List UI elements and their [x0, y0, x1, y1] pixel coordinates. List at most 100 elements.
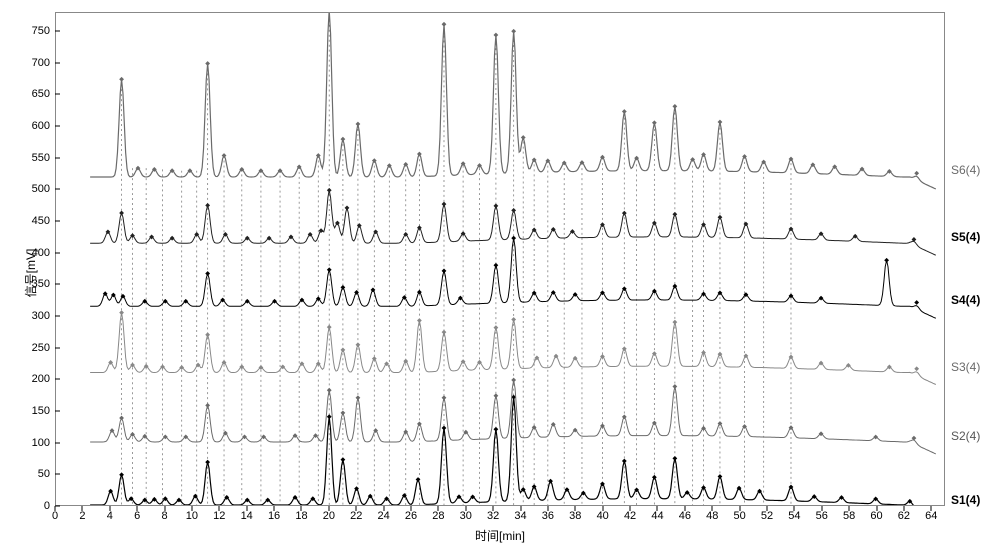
x-axis-title: 时间[min] [0, 527, 1000, 544]
x-tick-label: 0 [40, 510, 70, 522]
series-line [90, 313, 936, 385]
peak-marker [205, 203, 210, 208]
peak-marker [356, 342, 361, 347]
y-tick-label: 200 [10, 373, 50, 385]
y-tick-label: 700 [10, 57, 50, 69]
peak-marker [119, 472, 124, 477]
peak-marker [622, 109, 627, 114]
x-tick [684, 506, 685, 511]
x-tick [164, 506, 165, 511]
x-tick-label: 54 [779, 510, 809, 522]
x-tick-label: 64 [916, 510, 946, 522]
peak-marker [327, 267, 332, 272]
x-tick-label: 30 [451, 510, 481, 522]
peak-marker [354, 486, 359, 491]
peak-marker [718, 215, 723, 220]
x-tick [547, 506, 548, 511]
peak-marker [511, 208, 516, 213]
peak-marker [622, 459, 627, 464]
x-tick [465, 506, 466, 511]
x-tick [55, 506, 56, 511]
y-tick-label: 150 [10, 405, 50, 417]
y-tick [55, 379, 60, 380]
x-tick-label: 22 [341, 510, 371, 522]
x-tick-label: 4 [95, 510, 125, 522]
y-tick-label: 100 [10, 437, 50, 449]
y-tick-label: 400 [10, 247, 50, 259]
peak-marker [327, 188, 332, 193]
peak-marker [340, 285, 345, 290]
peak-marker [672, 456, 677, 461]
series-line [90, 397, 936, 505]
x-tick [876, 506, 877, 511]
x-tick [739, 506, 740, 511]
peak-marker [416, 477, 421, 482]
x-tick [438, 506, 439, 511]
x-tick-label: 6 [122, 510, 152, 522]
peak-marker [442, 395, 447, 400]
peak-marker [521, 135, 526, 140]
y-tick [55, 31, 60, 32]
x-tick [767, 506, 768, 511]
x-tick [493, 506, 494, 511]
peak-marker [340, 411, 345, 416]
peak-marker [340, 347, 345, 352]
peak-marker [356, 122, 361, 127]
peak-marker [356, 395, 361, 400]
x-tick-label: 62 [889, 510, 919, 522]
peak-marker [442, 330, 447, 335]
x-tick-label: 26 [396, 510, 426, 522]
peak-marker [718, 120, 723, 125]
peak-marker [442, 202, 447, 207]
peak-marker [327, 414, 332, 419]
x-tick [821, 506, 822, 511]
y-tick-label: 750 [10, 25, 50, 37]
peak-marker [205, 271, 210, 276]
peak-marker [205, 332, 210, 337]
x-tick-label: 8 [150, 510, 180, 522]
series-label: S4(4) [951, 293, 980, 307]
peak-marker [511, 378, 516, 383]
peak-marker [372, 158, 377, 163]
peak-marker [494, 393, 499, 398]
x-tick [137, 506, 138, 511]
x-tick-label: 42 [615, 510, 645, 522]
peak-marker [914, 300, 919, 305]
peak-marker [494, 204, 499, 209]
peak-marker [327, 325, 332, 330]
y-tick-label: 300 [10, 310, 50, 322]
x-tick-label: 16 [259, 510, 289, 522]
series-line [90, 380, 936, 454]
x-tick [630, 506, 631, 511]
x-tick-label: 44 [642, 510, 672, 522]
x-tick-label: 24 [369, 510, 399, 522]
y-tick-label: 50 [10, 468, 50, 480]
series-label: S3(4) [951, 360, 980, 374]
x-tick-label: 40 [588, 510, 618, 522]
y-tick [55, 252, 60, 253]
x-tick-label: 28 [423, 510, 453, 522]
x-tick-label: 32 [478, 510, 508, 522]
plot-area [55, 12, 945, 506]
y-tick [55, 474, 60, 475]
peak-marker [622, 346, 627, 351]
x-tick [383, 506, 384, 511]
plot-svg [56, 13, 944, 505]
peak-marker [442, 269, 447, 274]
y-tick-label: 500 [10, 183, 50, 195]
peak-marker [417, 225, 422, 230]
peak-marker [417, 152, 422, 157]
peak-marker [914, 171, 919, 176]
peak-marker [494, 33, 499, 38]
x-tick-label: 14 [232, 510, 262, 522]
peak-marker [511, 236, 516, 241]
peak-marker [718, 474, 723, 479]
x-tick [356, 506, 357, 511]
y-tick-label: 350 [10, 278, 50, 290]
x-tick-label: 10 [177, 510, 207, 522]
peak-marker [345, 206, 350, 211]
series-line [90, 13, 936, 189]
y-tick [55, 157, 60, 158]
x-tick-label: 46 [670, 510, 700, 522]
peak-marker [672, 104, 677, 109]
